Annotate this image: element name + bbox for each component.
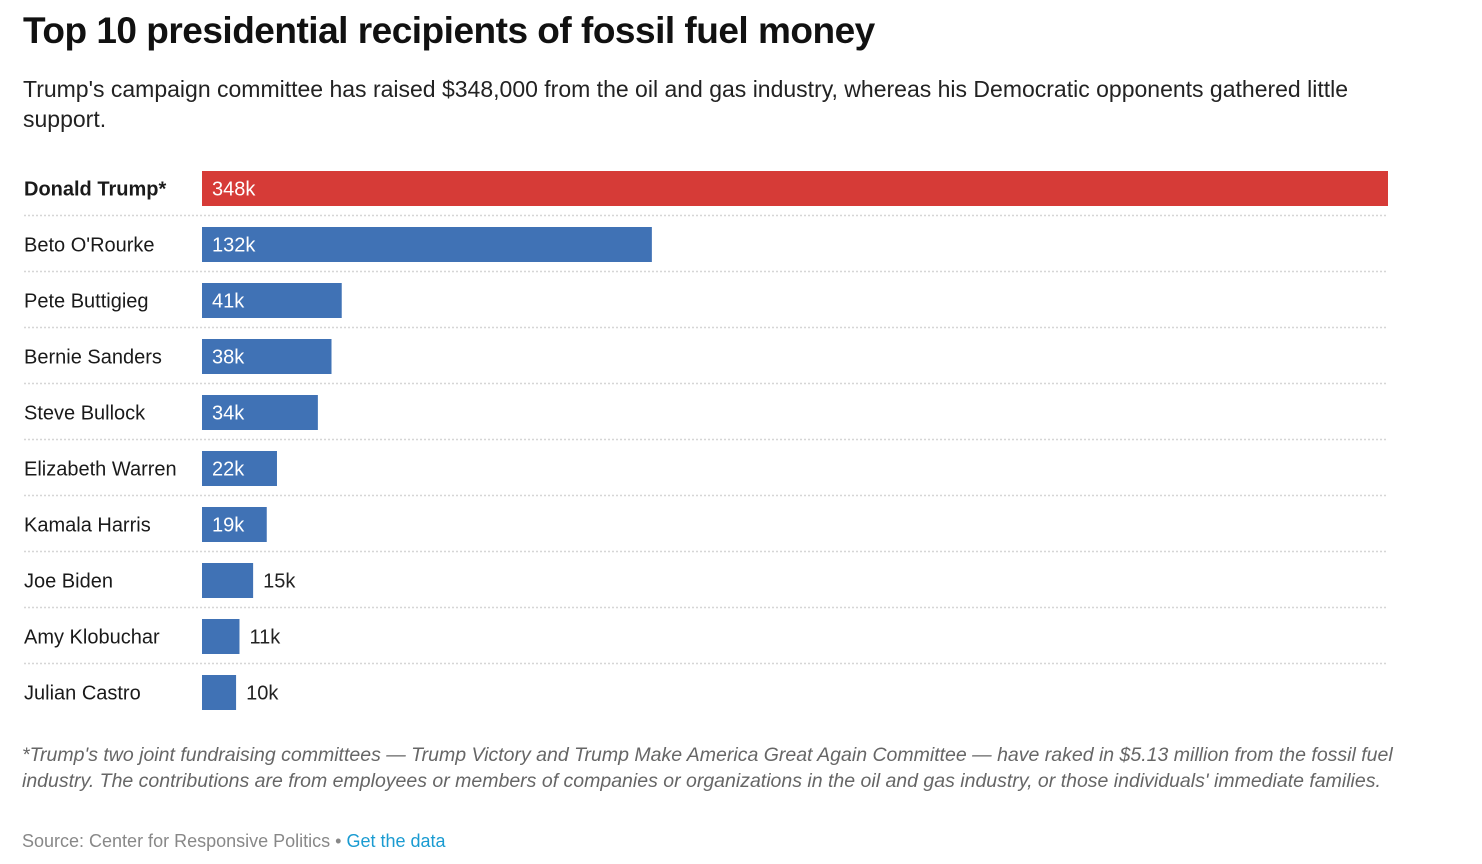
bar (202, 507, 267, 542)
bar (202, 675, 237, 710)
bar (202, 283, 342, 318)
data-label: 41k (212, 291, 245, 313)
bar (202, 171, 1388, 206)
category-label: Pete Buttigieg (24, 291, 149, 313)
data-label: 34k (212, 403, 245, 425)
category-label: Amy Klobuchar (24, 627, 160, 649)
source-text: Source: Center for Responsive Politics (22, 831, 331, 851)
category-label: Steve Bullock (24, 403, 146, 425)
bar (202, 339, 332, 374)
source-separator: • (330, 831, 347, 851)
chart-subtitle: Trump's campaign committee has raised $3… (23, 76, 1349, 132)
data-label: 22k (212, 459, 245, 481)
data-label: 15k (263, 571, 296, 593)
data-label: 10k (246, 683, 279, 705)
bar (202, 563, 254, 598)
bar-chart: Donald Trump* 348k Beto O'Rourke 132k Pete B… (24, 171, 1388, 710)
data-label: 132k (212, 235, 256, 257)
chart-title: Top 10 presidential recipients of fossil… (23, 10, 875, 51)
data-label: 19k (212, 515, 245, 537)
chart-notes: *Trump's two joint fundraising committee… (22, 744, 1393, 792)
data-label: 348k (212, 179, 256, 201)
category-label: Donald Trump* (24, 179, 166, 201)
category-label: Julian Castro (24, 683, 141, 705)
bar (202, 451, 277, 486)
bar (202, 619, 240, 654)
category-label: Kamala Harris (24, 515, 151, 537)
data-label: 11k (249, 627, 281, 649)
category-label: Bernie Sanders (24, 347, 162, 369)
category-label: Elizabeth Warren (24, 459, 177, 481)
source-line: Source: Center for Responsive Politics •… (22, 831, 446, 852)
data-label: 38k (212, 347, 245, 369)
category-label: Joe Biden (24, 571, 113, 593)
category-label: Beto O'Rourke (24, 235, 155, 257)
bar (202, 227, 652, 262)
bar (202, 395, 318, 430)
get-the-data-link[interactable]: Get the data (346, 831, 446, 851)
